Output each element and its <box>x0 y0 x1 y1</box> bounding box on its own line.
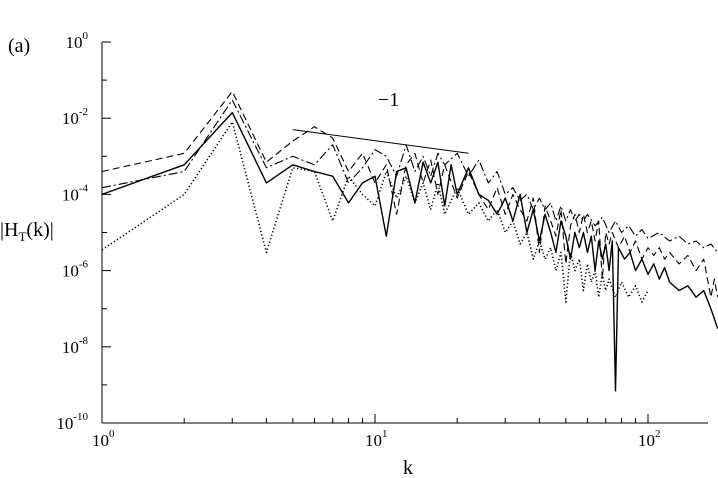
y-tick-label: 10-2 <box>62 106 88 128</box>
x-tick-label: 101 <box>365 428 388 450</box>
series-dashed <box>101 91 718 298</box>
y-tick-label: 10-10 <box>56 411 88 433</box>
series-layer <box>101 91 718 392</box>
y-axis-label-main: |H <box>0 219 18 241</box>
y-axis-label: |HT(k)| <box>0 219 54 244</box>
series-dashdot <box>101 99 718 253</box>
slope-label: −1 <box>378 89 399 111</box>
slope-line <box>292 129 469 154</box>
panel-label: (a) <box>8 35 30 57</box>
y-tick-label: 100 <box>66 30 89 52</box>
y-axis-label-sub: T <box>18 229 26 244</box>
series-dotted <box>101 121 649 303</box>
y-tick-label: 10-4 <box>62 182 89 204</box>
x-tick-label: 100 <box>92 428 115 450</box>
series-solid <box>101 111 718 392</box>
x-tick-label: 102 <box>638 428 661 450</box>
axes-layer <box>101 42 708 424</box>
y-tick-label: 10-6 <box>62 259 89 281</box>
x-axis-label: k <box>403 457 413 478</box>
y-tick-label: 10-8 <box>62 335 89 357</box>
slope-annotation: −1 <box>292 89 469 154</box>
y-axis-label-tail: (k)| <box>26 219 53 241</box>
